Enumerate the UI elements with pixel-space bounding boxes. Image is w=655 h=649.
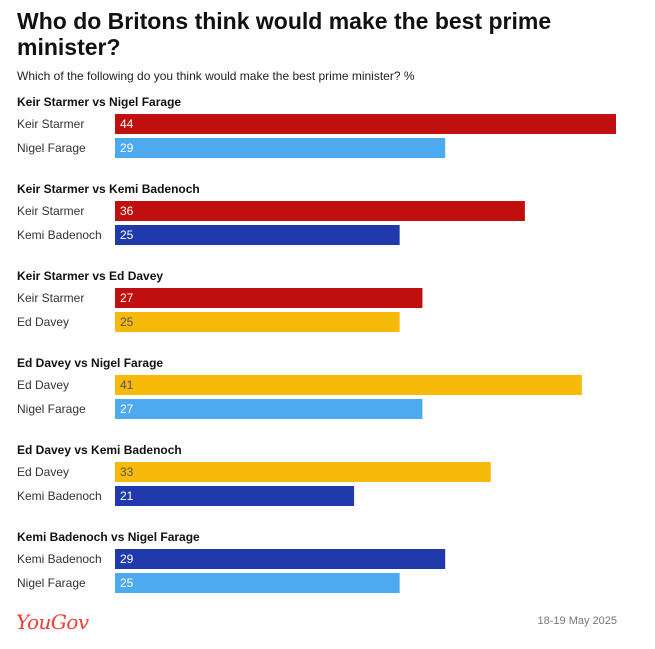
bar	[115, 399, 423, 419]
bar	[115, 462, 491, 482]
bar-value-label: 44	[120, 117, 134, 131]
bar-category-label: Kemi Badenoch	[17, 489, 102, 503]
bar-value-label: 27	[120, 402, 134, 416]
bar-value-label: 25	[120, 315, 134, 329]
bar-category-label: Kemi Badenoch	[17, 228, 102, 242]
bar	[115, 312, 400, 332]
group-title: Keir Starmer vs Nigel Farage	[17, 95, 181, 109]
bar-category-label: Nigel Farage	[17, 141, 86, 155]
bar	[115, 486, 355, 506]
bar-category-label: Ed Davey	[17, 465, 69, 479]
brand-logo: YouGov	[16, 610, 89, 634]
bar	[115, 573, 400, 593]
bar	[115, 288, 423, 308]
bar	[115, 375, 582, 395]
fieldwork-date: 18-19 May 2025	[537, 615, 618, 627]
chart-title: Who do Britons think would make the best…	[17, 8, 552, 60]
bar-category-label: Ed Davey	[17, 315, 69, 329]
bar-value-label: 33	[120, 465, 134, 479]
bar-category-label: Ed Davey	[17, 378, 69, 392]
chart-subtitle: Which of the following do you think woul…	[17, 69, 415, 83]
bar-value-label: 36	[120, 204, 134, 218]
bar	[115, 138, 446, 158]
bar-category-label: Keir Starmer	[17, 291, 84, 305]
bar	[115, 201, 525, 221]
bar-value-label: 41	[120, 378, 134, 392]
bar-category-label: Nigel Farage	[17, 576, 86, 590]
bar-value-label: 29	[120, 141, 134, 155]
group-title: Keir Starmer vs Ed Davey	[17, 269, 163, 283]
bar-value-label: 25	[120, 228, 134, 242]
group-title: Ed Davey vs Kemi Badenoch	[17, 443, 182, 457]
bar-category-label: Keir Starmer	[17, 117, 84, 131]
bar	[115, 225, 400, 245]
bar-value-label: 25	[120, 576, 134, 590]
group-title: Keir Starmer vs Kemi Badenoch	[17, 182, 200, 196]
bar-value-label: 27	[120, 291, 134, 305]
bar-chart: Keir Starmer vs Nigel Farage Keir Starmer…	[17, 95, 616, 593]
bar	[115, 549, 446, 569]
bar-value-label: 29	[120, 552, 134, 566]
bar-category-label: Keir Starmer	[17, 204, 84, 218]
bar-category-label: Nigel Farage	[17, 402, 86, 416]
group-title: Ed Davey vs Nigel Farage	[17, 356, 163, 370]
bar-value-label: 21	[120, 489, 134, 503]
group-title: Kemi Badenoch vs Nigel Farage	[17, 530, 200, 544]
bar-category-label: Kemi Badenoch	[17, 552, 102, 566]
bar	[115, 114, 616, 134]
